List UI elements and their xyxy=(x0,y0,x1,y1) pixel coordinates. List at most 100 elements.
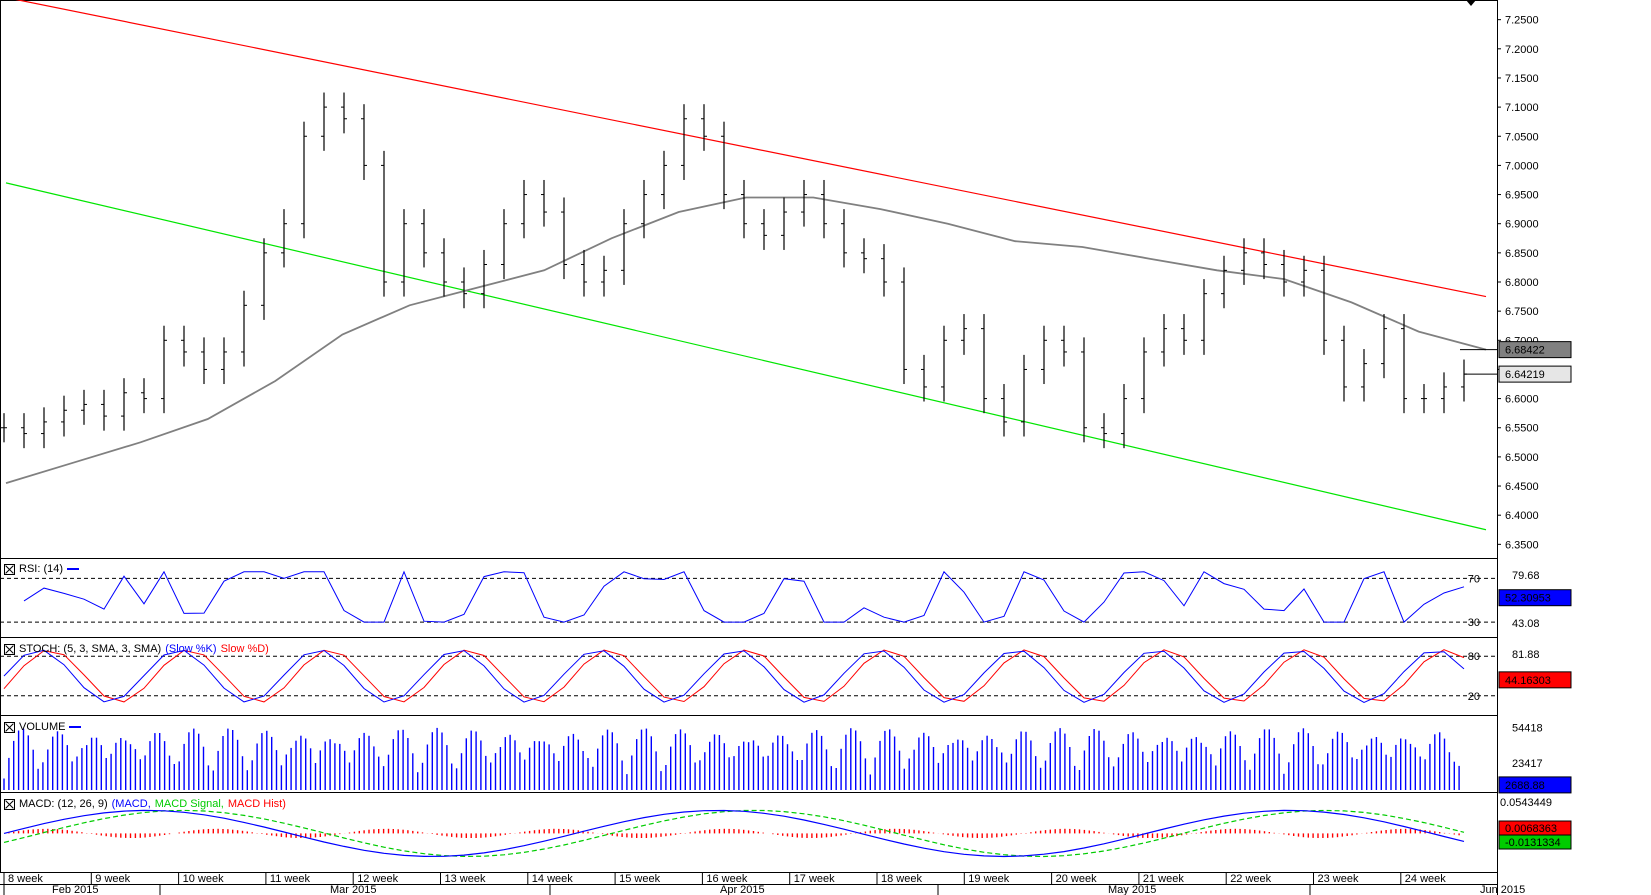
price-bar xyxy=(281,209,287,268)
price-bar xyxy=(921,354,927,402)
price-bar xyxy=(161,325,167,414)
close-panel-icon[interactable] xyxy=(4,643,15,655)
macd-hist-value-box xyxy=(1498,820,1572,836)
week-label: 13 week xyxy=(445,873,486,885)
price-bar xyxy=(1101,413,1107,449)
week-label: 17 week xyxy=(794,873,835,885)
price-bar xyxy=(801,179,807,227)
close-panel-icon[interactable] xyxy=(4,721,15,733)
rsi-scale-top: 79.68 xyxy=(1512,570,1540,582)
macd-name: (MACD, xyxy=(111,798,151,810)
price-tick-label: 6.3500 xyxy=(1505,539,1539,551)
price-bar xyxy=(401,209,407,297)
price-bar xyxy=(701,104,707,151)
price-bar xyxy=(201,337,207,385)
price-bar xyxy=(1461,359,1467,402)
price-bar xyxy=(1421,384,1427,414)
price-tick-label: 6.4000 xyxy=(1505,510,1539,522)
week-label: 20 week xyxy=(1056,873,1097,885)
lower-channel-line xyxy=(5,182,1487,531)
price-bar xyxy=(1261,238,1267,280)
rsi-level-70-label: 70 xyxy=(1468,573,1480,585)
price-tick-label: 6.5500 xyxy=(1505,423,1539,435)
rsi-title-text: RSI: (14) xyxy=(19,563,64,575)
week-label: 12 week xyxy=(357,873,398,885)
price-bar xyxy=(741,179,747,239)
rsi-level-30-label: 30 xyxy=(1468,617,1480,629)
price-bar xyxy=(1221,255,1227,309)
price-bar xyxy=(361,104,367,180)
price-bar xyxy=(721,121,727,210)
week-label: 8 week xyxy=(8,873,43,885)
week-label: 23 week xyxy=(1318,873,1359,885)
price-bar xyxy=(441,238,447,297)
price-bar xyxy=(1341,325,1347,402)
price-tick-label: 6.5000 xyxy=(1505,452,1539,464)
price-bar xyxy=(1161,314,1167,367)
moving-average-line xyxy=(5,196,1487,484)
price-tick-label: 6.6000 xyxy=(1505,394,1539,406)
rsi-value-label: 52.30953 xyxy=(1505,593,1551,605)
stoch-d-line xyxy=(3,649,1465,703)
week-label: 16 week xyxy=(706,873,747,885)
close-panel-icon[interactable] xyxy=(4,798,15,810)
price-bar xyxy=(781,197,787,250)
volume-legend-line-icon xyxy=(69,726,82,728)
price-tick-label: 6.4500 xyxy=(1505,481,1539,493)
macd-title-text: MACD: (12, 26, 9) xyxy=(19,798,108,810)
rsi-panel-title: RSI: (14) xyxy=(4,563,80,575)
price-bar xyxy=(1401,314,1407,414)
price-bar xyxy=(681,104,687,180)
price-bar xyxy=(1121,384,1127,449)
price-bar xyxy=(1181,314,1187,355)
volume-scale-mid: 23417 xyxy=(1512,758,1543,770)
price-bar xyxy=(821,179,827,239)
price-tick-label: 6.7500 xyxy=(1505,306,1539,318)
stoch-panel-title: STOCH: (5, 3, SMA, 3, SMA) (Slow %K) Slo… xyxy=(4,643,269,655)
price-bar xyxy=(941,325,947,402)
price-bar xyxy=(561,197,567,280)
price-tick-label: 7.0000 xyxy=(1505,160,1539,172)
rsi-legend-line-icon xyxy=(67,568,80,570)
price-bar xyxy=(141,378,147,414)
price-bar xyxy=(1441,372,1447,414)
price-bar xyxy=(521,179,527,239)
price-bar xyxy=(481,249,487,309)
stoch-scale-top: 81.88 xyxy=(1512,649,1540,661)
price-bar xyxy=(21,413,27,449)
stoch-k-name: (Slow %K) xyxy=(165,643,217,655)
price-bar xyxy=(861,238,867,274)
price-bar xyxy=(1301,255,1307,297)
price-bar xyxy=(1081,337,1087,443)
price-bar xyxy=(901,267,907,385)
price-bar xyxy=(1,413,7,443)
stoch-title-text: STOCH: (5, 3, SMA, 3, SMA) xyxy=(19,643,162,655)
price-bar xyxy=(621,209,627,285)
price-bar xyxy=(181,325,187,367)
macd-line xyxy=(3,809,1465,858)
stoch-level-80-label: 80 xyxy=(1468,651,1480,663)
price-bar xyxy=(1021,354,1027,437)
price-bar xyxy=(1041,325,1047,385)
price-bar xyxy=(41,407,47,449)
ma-value-label: 6.68422 xyxy=(1505,345,1545,357)
price-bar xyxy=(301,121,307,239)
price-bar xyxy=(121,378,127,431)
stoch-d-name: Slow %D) xyxy=(220,643,269,655)
price-tick-label: 6.8500 xyxy=(1505,248,1539,260)
price-bar xyxy=(1381,314,1387,379)
close-panel-icon[interactable] xyxy=(4,563,15,575)
macd-signal-name: MACD Signal, xyxy=(154,798,224,810)
price-bar xyxy=(341,92,347,134)
price-bar xyxy=(321,92,327,151)
price-bar xyxy=(381,150,387,297)
month-label: Mar 2015 xyxy=(330,884,376,895)
price-tick-label: 6.8000 xyxy=(1505,277,1539,289)
price-bar xyxy=(61,395,67,437)
macd-value-label: -0.0131334 xyxy=(1505,837,1561,849)
week-label: 21 week xyxy=(1143,873,1184,885)
price-bar xyxy=(461,267,467,309)
price-bar xyxy=(1281,249,1287,297)
month-label: Apr 2015 xyxy=(720,884,765,895)
